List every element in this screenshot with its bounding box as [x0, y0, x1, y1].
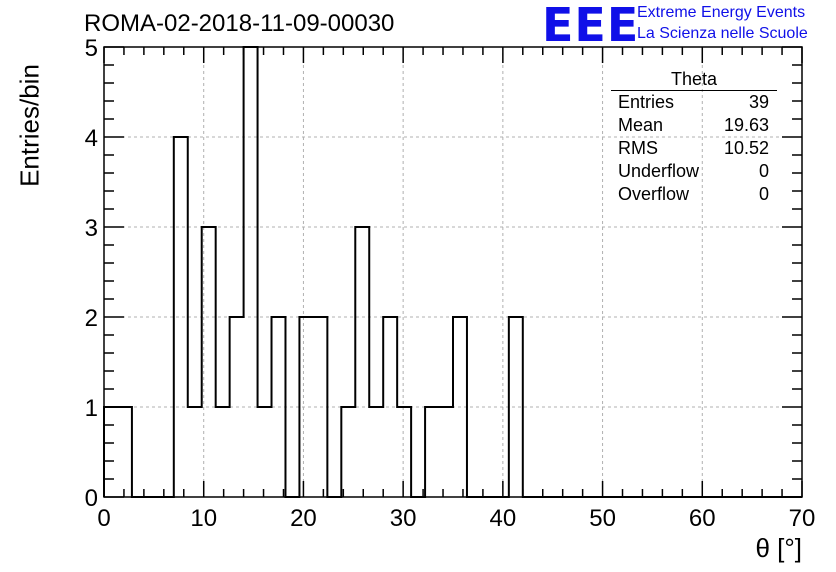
y-tick-label: 5: [85, 35, 98, 62]
stats-row-underflow: Underflow 0: [611, 160, 777, 183]
stats-box: Theta Entries 39 Mean 19.63 RMS 10.52 Un…: [611, 68, 777, 206]
histogram-bin: [397, 407, 411, 497]
histogram-bin: [216, 407, 230, 497]
stats-title: Theta: [611, 68, 777, 91]
histogram-bin: [118, 407, 132, 497]
histogram-bin: [313, 317, 327, 497]
stats-value: 0: [758, 184, 769, 204]
logo-line-2: La Scienza nelle Scuole: [637, 25, 808, 42]
histogram-bin: [258, 407, 272, 497]
stats-label: Underflow: [618, 161, 700, 181]
histogram-bin: [425, 407, 439, 497]
y-tick-label: 4: [85, 125, 98, 152]
y-axis-label: Entries/bin: [14, 64, 45, 187]
stats-row-mean: Mean 19.63: [611, 114, 777, 137]
histogram-bin: [355, 227, 369, 497]
histogram-bin: [509, 317, 523, 497]
stats-value: 39: [748, 92, 769, 112]
y-tick-label: 0: [85, 485, 98, 512]
y-tick-label: 2: [85, 305, 98, 332]
stats-row-entries: Entries 39: [611, 91, 777, 114]
histogram-bin: [453, 317, 467, 497]
histogram-bin: [230, 317, 244, 497]
histogram-bin: [188, 407, 202, 497]
eee-logo: EEE: [542, 0, 640, 52]
histogram-bin: [174, 137, 188, 497]
x-tick-label: 70: [789, 505, 816, 532]
chart-title: ROMA-02-2018-11-09-00030: [84, 10, 395, 37]
histogram-bin: [244, 47, 258, 497]
x-tick-label: 10: [190, 505, 217, 532]
histogram-bin: [383, 317, 397, 497]
stats-value: 19.63: [723, 115, 769, 135]
x-axis-label: θ [°]: [755, 533, 802, 563]
histogram-bin: [341, 407, 355, 497]
stats-value: 10.52: [723, 138, 769, 158]
histogram-bin: [202, 227, 216, 497]
stats-row-overflow: Overflow 0: [611, 183, 777, 206]
x-tick-label: 0: [97, 505, 110, 532]
stats-label: Mean: [618, 115, 664, 135]
x-tick-label: 60: [689, 505, 716, 532]
y-tick-label: 3: [85, 215, 98, 242]
logo-line-1: Extreme Energy Events: [637, 4, 806, 21]
stats-label: Overflow: [618, 184, 690, 204]
x-tick-label: 40: [490, 505, 517, 532]
histogram-bin: [299, 317, 313, 497]
stats-label: Entries: [618, 92, 675, 112]
x-tick-label: 20: [290, 505, 317, 532]
histogram-bin: [272, 317, 286, 497]
y-tick-label: 1: [85, 395, 98, 422]
stats-value: 0: [758, 161, 769, 181]
histogram-bin: [439, 407, 453, 497]
plot-frame: [103, 46, 803, 498]
stats-row-rms: RMS 10.52: [611, 137, 777, 160]
x-tick-label: 30: [390, 505, 417, 532]
stats-label: RMS: [618, 138, 658, 158]
histogram-bin: [369, 407, 383, 497]
histogram-bin: [104, 407, 118, 497]
x-tick-label: 50: [589, 505, 616, 532]
